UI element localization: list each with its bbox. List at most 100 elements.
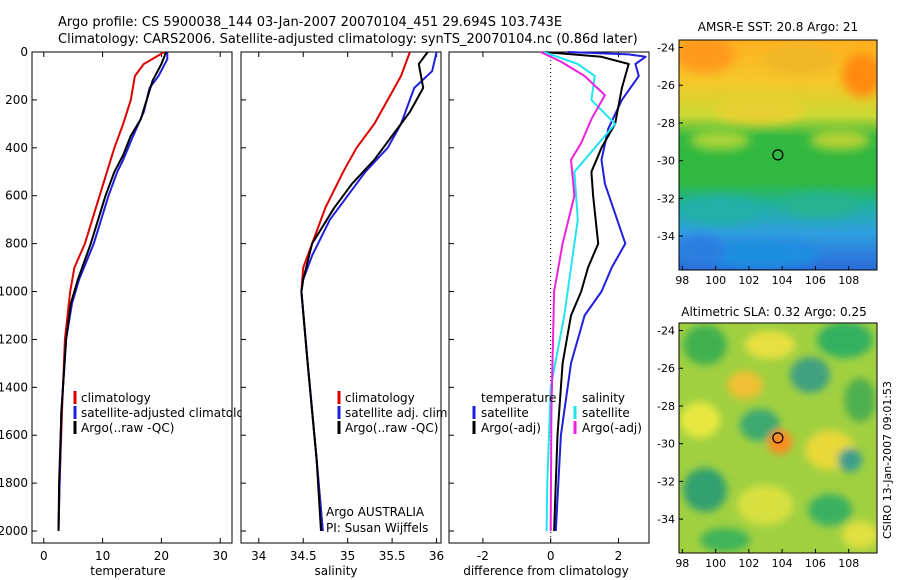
lon-tick-label: 108 xyxy=(838,557,859,570)
legend-label-satellite: satellite adj. clim. xyxy=(345,406,451,420)
legend-label-climatology: climatology xyxy=(81,391,151,405)
series-line-argo-raw-qc xyxy=(300,51,429,532)
y-tick-label: 600 xyxy=(5,189,28,203)
argo-location-marker xyxy=(772,432,784,444)
lon-tick-label: 98 xyxy=(675,557,689,570)
temperature-panel: 0 200 400 600 800 1000 1200 1400 1600 1800 2000 0 1… xyxy=(0,45,251,578)
x-tick-label: 10 xyxy=(95,549,110,563)
x-tick-label: 35 xyxy=(340,549,355,563)
timestamp-note: CSIRO 13-Jan-2007 09:01:53 xyxy=(881,381,894,539)
salinity-panel: 34 34.5 35 35.5 36 salinity climatology sate… xyxy=(240,51,451,578)
difference-legend-salinity: salinity satellite Argo(-adj) xyxy=(573,391,642,435)
salinity-series xyxy=(300,51,438,532)
series-line-temperature-argo-adj xyxy=(543,51,630,532)
lon-tick-label: 100 xyxy=(705,274,726,287)
lat-tick-label: -26 xyxy=(657,79,675,92)
depth-axis: 0 200 400 600 800 1000 1200 1400 1600 1800 2000 xyxy=(0,45,37,538)
salinity-x-axis: 34 34.5 35 35.5 36 xyxy=(241,51,444,563)
lat-tick-label: -24 xyxy=(657,42,675,55)
y-tick-label: 400 xyxy=(5,141,28,155)
temperature-x-axis: 0 10 20 30 xyxy=(40,52,228,563)
x-tick-label: 30 xyxy=(213,549,228,563)
y-tick-label: 1200 xyxy=(0,332,28,346)
figure-title-line1: Argo profile: CS 5900038_144 03-Jan-2007… xyxy=(58,15,562,30)
legend-label-temp-satellite: satellite xyxy=(481,406,529,420)
lon-tick-label: 104 xyxy=(772,274,793,287)
legend-title-salinity: salinity xyxy=(582,391,625,405)
legend-label-argo: Argo(..raw -QC) xyxy=(81,421,174,435)
argo-location-marker xyxy=(772,149,784,161)
y-tick-label: 1400 xyxy=(0,380,28,394)
y-tick-label: 2000 xyxy=(0,524,28,538)
series-line-temperature-satellite xyxy=(554,51,647,532)
legend-label-climatology: climatology xyxy=(345,391,415,405)
sst-heatmap xyxy=(679,40,877,270)
lon-tick-label: 102 xyxy=(738,274,759,287)
sla-map-panel: Altimetric SLA: 0.32 Argo: 0.25 xyxy=(657,305,878,570)
lat-tick-label: -34 xyxy=(657,513,675,526)
sla-heatmap xyxy=(679,323,877,553)
salinity-xlabel: salinity xyxy=(314,564,357,578)
sla-map-axes: 98 100 102 104 106 108 -24 -26 -28 -30 -32 -34 xyxy=(657,325,859,570)
sst-map-axes: 98 100 102 104 106 108 -24 -26 -28 -30 -32 -34 xyxy=(657,42,859,287)
lat-tick-label: -26 xyxy=(657,362,675,375)
float-owner-annotation: Argo AUSTRALIA xyxy=(326,505,425,519)
lon-tick-label: 106 xyxy=(805,557,826,570)
sst-map-title: AMSR-E SST: 20.8 Argo: 21 xyxy=(698,20,858,34)
salinity-legend: climatology satellite adj. clim. Argo(..… xyxy=(337,391,451,435)
lat-tick-label: -30 xyxy=(657,438,675,451)
x-tick-label: 0 xyxy=(547,549,555,563)
difference-x-axis: -2 0 2 xyxy=(449,51,623,563)
x-tick-label: 35.5 xyxy=(379,549,406,563)
legend-label-sal-satellite: satellite xyxy=(582,406,630,420)
series-line-salinity-satellite xyxy=(543,51,617,532)
legend-title-temperature: temperature xyxy=(481,391,556,405)
temperature-series xyxy=(57,51,169,532)
x-tick-label: 2 xyxy=(615,549,623,563)
lat-tick-label: -24 xyxy=(657,325,675,338)
x-tick-label: 20 xyxy=(154,549,169,563)
x-tick-label: 0 xyxy=(40,549,48,563)
legend-label-temp-argo: Argo(-adj) xyxy=(481,421,541,435)
lat-tick-label: -30 xyxy=(657,155,675,168)
y-tick-label: 1800 xyxy=(0,476,28,490)
lon-tick-label: 98 xyxy=(675,274,689,287)
temperature-legend: climatology satellite-adjusted climatolo… xyxy=(73,391,251,435)
temperature-axes-frame xyxy=(31,51,233,544)
sst-map-panel: AMSR-E SST: 20.8 Argo: 21 98 100 102 104 106… xyxy=(657,20,878,287)
y-tick-label: 1600 xyxy=(0,428,28,442)
x-tick-label: 36 xyxy=(429,549,444,563)
y-tick-label: 800 xyxy=(5,237,28,251)
pi-annotation: PI: Susan Wijffels xyxy=(326,521,428,535)
y-tick-label: 200 xyxy=(5,93,28,107)
legend-label-sal-argo: Argo(-adj) xyxy=(582,421,642,435)
sla-texture xyxy=(680,323,877,552)
temperature-xlabel: temperature xyxy=(90,564,165,578)
y-tick-label: 0 xyxy=(20,45,28,59)
sst-texture xyxy=(679,40,877,269)
lon-tick-label: 106 xyxy=(805,274,826,287)
x-tick-label: 34.5 xyxy=(290,549,317,563)
lat-tick-label: -32 xyxy=(657,192,675,205)
lat-tick-label: -28 xyxy=(657,400,675,413)
difference-panel: -2 0 2 difference from climatology tempera… xyxy=(448,51,650,578)
lon-tick-label: 102 xyxy=(738,557,759,570)
sla-map-frame xyxy=(678,322,878,554)
salinity-axes-frame xyxy=(240,51,442,544)
series-line-argo-raw-qc xyxy=(57,51,168,532)
y-tick-label: 1000 xyxy=(0,285,28,299)
lon-tick-label: 104 xyxy=(772,557,793,570)
figure-title-line2: Climatology: CARS2006. Satellite-adjuste… xyxy=(58,32,638,47)
lat-tick-label: -28 xyxy=(657,117,675,130)
x-tick-label: 34 xyxy=(251,549,266,563)
lon-tick-label: 100 xyxy=(705,557,726,570)
difference-series xyxy=(540,51,647,532)
sla-map-title: Altimetric SLA: 0.32 Argo: 0.25 xyxy=(681,305,866,319)
lat-tick-label: -34 xyxy=(657,230,675,243)
lat-tick-label: -32 xyxy=(657,475,675,488)
legend-label-satellite: satellite-adjusted climatolog xyxy=(81,406,251,420)
x-tick-label: -2 xyxy=(477,549,489,563)
difference-xlabel: difference from climatology xyxy=(463,564,629,578)
lon-tick-label: 108 xyxy=(838,274,859,287)
